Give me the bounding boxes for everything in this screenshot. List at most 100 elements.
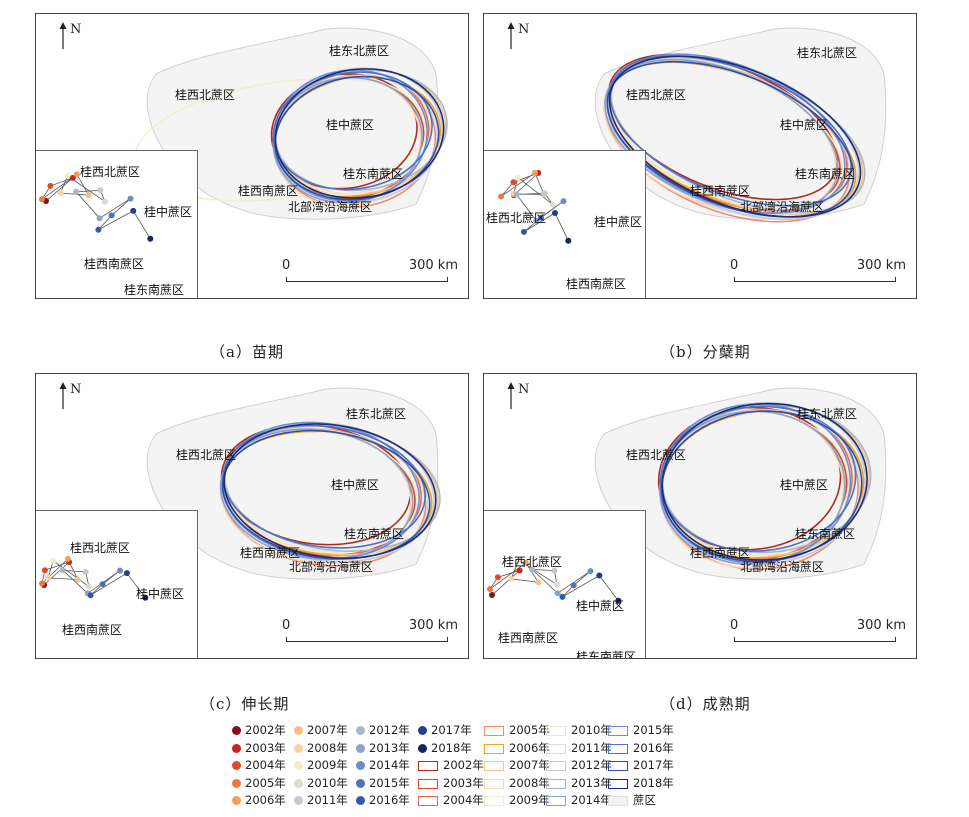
- sde-ellipse-2014: [659, 410, 846, 565]
- legend-ellipse-9: 2011年: [546, 740, 612, 757]
- centroid-point-2011: [541, 190, 548, 197]
- centroid-point-2006: [64, 555, 71, 562]
- sde-ellipse-2017: [274, 75, 440, 201]
- scale-bar: 0 300 km: [282, 258, 458, 288]
- sde-ellipse-2016: [659, 405, 857, 552]
- region-label-gz: 桂中蔗区: [331, 478, 380, 492]
- legend-point-16: 2018年: [418, 740, 472, 757]
- legend-swatch-icon: [418, 761, 438, 771]
- centroid-point-2018: [565, 237, 572, 244]
- centroid-point-2006: [531, 169, 538, 176]
- legend-point-0: 2002年: [232, 722, 286, 739]
- inset-label-gz: 桂中蔗区: [576, 599, 625, 613]
- sde-ellipse-2018: [661, 402, 868, 561]
- legend-swatch-icon: [294, 778, 303, 788]
- legend-swatch-icon: [484, 743, 504, 754]
- caption-b: （b）分蘖期: [660, 343, 751, 361]
- legend-ellipse-5: 2007年: [484, 757, 550, 774]
- legend-point-12: 2014年: [356, 757, 410, 774]
- inset-label-gxn: 桂西南蔗区: [62, 623, 123, 637]
- inset-centroid-track: 桂西北蔗区 桂中蔗区 桂西南蔗区: [484, 150, 646, 298]
- map-panel-a: N 桂东北蔗区 桂西北蔗区 桂中蔗区 桂东南蔗区 桂西南蔗区 北部湾沿海蔗区 桂…: [35, 13, 469, 299]
- centroid-point-2015: [108, 212, 115, 219]
- legend-label: 2018年: [431, 740, 472, 755]
- centroid-point-2010: [549, 201, 556, 208]
- centroid-point-2003: [516, 567, 523, 574]
- sde-ellipse-2016: [222, 424, 427, 549]
- region-label-gdn: 桂东南蔗区: [343, 167, 404, 181]
- legend-point-13: 2015年: [356, 775, 410, 792]
- legend-point-14: 2016年: [356, 792, 410, 809]
- inset-label-gxn: 桂西南蔗区: [498, 631, 559, 645]
- legend-label: 2011年: [307, 793, 348, 807]
- centroid-point-2009: [50, 557, 57, 564]
- inset-centroid-track: 桂西北蔗区 桂中蔗区 桂西南蔗区 桂东南蔗区: [36, 150, 198, 298]
- sde-ellipse-2018: [274, 68, 445, 199]
- legend-ellipse-8: 2010年: [546, 722, 612, 739]
- legend-ellipse-4: 2006年: [484, 740, 550, 757]
- legend-label: 2003年: [245, 740, 286, 755]
- centroid-point-2016: [95, 226, 102, 233]
- legend-swatch-icon: [608, 726, 628, 736]
- legend-point-3: 2005年: [232, 775, 286, 792]
- legend-ellipse-13: 2015年: [608, 722, 674, 739]
- legend-swatch-icon: [294, 743, 303, 753]
- centroid-point-2014: [587, 568, 594, 575]
- region-label-bbw: 北部湾沿海蔗区: [740, 200, 825, 214]
- centroid-point-2016: [559, 593, 566, 600]
- north-label: N: [518, 22, 530, 37]
- centroid-point-2015: [99, 581, 106, 588]
- sde-ellipse-2017: [660, 410, 863, 563]
- centroid-point-2012: [73, 188, 80, 195]
- centroid-point-2012: [59, 567, 66, 574]
- sde-ellipse-2016: [609, 55, 852, 207]
- legend-point-4: 2006年: [232, 792, 286, 809]
- inset-svg: [487, 557, 622, 604]
- sde-ellipse-2018: [223, 423, 437, 559]
- caption-c: （c）伸长期: [200, 695, 290, 713]
- inset-label-gxb: 桂西北蔗区: [502, 555, 563, 569]
- inset-label-gxn: 桂西南蔗区: [566, 277, 627, 291]
- centroid-point-2008: [45, 574, 52, 581]
- legend-swatch-icon: [418, 743, 427, 753]
- centroid-path: [41, 558, 146, 598]
- centroid-point-2007: [535, 579, 542, 586]
- legend-ellipse-0: 2002年: [418, 757, 484, 774]
- legend-swatch-icon: [484, 761, 504, 771]
- scale-bar: 0 300 km: [282, 618, 458, 648]
- centroid-point-2017: [596, 572, 603, 579]
- centroid-point-2005: [39, 196, 45, 203]
- region-label-gxb: 桂西北蔗区: [176, 448, 237, 462]
- panel-b-map-svg: [594, 27, 887, 223]
- centroid-point-2018: [615, 597, 622, 604]
- centroid-point-2005: [39, 580, 45, 587]
- centroid-point-2012: [513, 191, 520, 198]
- centroid-point-2015: [570, 582, 577, 589]
- legend-label: 2005年: [245, 775, 286, 790]
- legend-label: 2012年: [369, 723, 410, 737]
- inset-svg: [39, 555, 149, 601]
- legend-swatch-icon: [294, 796, 303, 805]
- legend-point-11: 2013年: [356, 740, 410, 757]
- inset-label-gz: 桂中蔗区: [594, 215, 643, 229]
- centroid-point-2016: [520, 228, 527, 235]
- legend-label: 2018年: [633, 775, 674, 790]
- legend-swatch-icon: [356, 778, 365, 788]
- north-label: N: [518, 382, 530, 397]
- legend-label: 2014年: [571, 793, 612, 807]
- inset-label-gxb: 桂西北蔗区: [80, 165, 141, 179]
- scale-end: 300 km: [408, 258, 458, 273]
- centroid-point-2011: [551, 567, 558, 574]
- scale-bar: 0 300 km: [730, 258, 906, 288]
- centroid-point-2018: [142, 594, 149, 601]
- legend-label: 2014年: [369, 758, 410, 772]
- map-panel-b: N 桂东北蔗区 桂西北蔗区 桂中蔗区 桂东南蔗区 桂西南蔗区 北部湾沿海蔗区 桂…: [483, 13, 917, 299]
- map-panel-d: N 桂东北蔗区 桂西北蔗区 桂中蔗区 桂东南蔗区 桂西南蔗区 北部湾沿海蔗区 桂…: [483, 373, 917, 659]
- inset-label-gz: 桂中蔗区: [144, 205, 193, 219]
- legend-label: 2012年: [571, 758, 612, 772]
- legend-swatch-icon: [484, 726, 504, 736]
- legend-swatch-icon: [608, 761, 628, 771]
- legend-label: 2008年: [509, 775, 550, 790]
- centroid-point-2013: [96, 215, 103, 222]
- legend-label: 2013年: [369, 740, 410, 755]
